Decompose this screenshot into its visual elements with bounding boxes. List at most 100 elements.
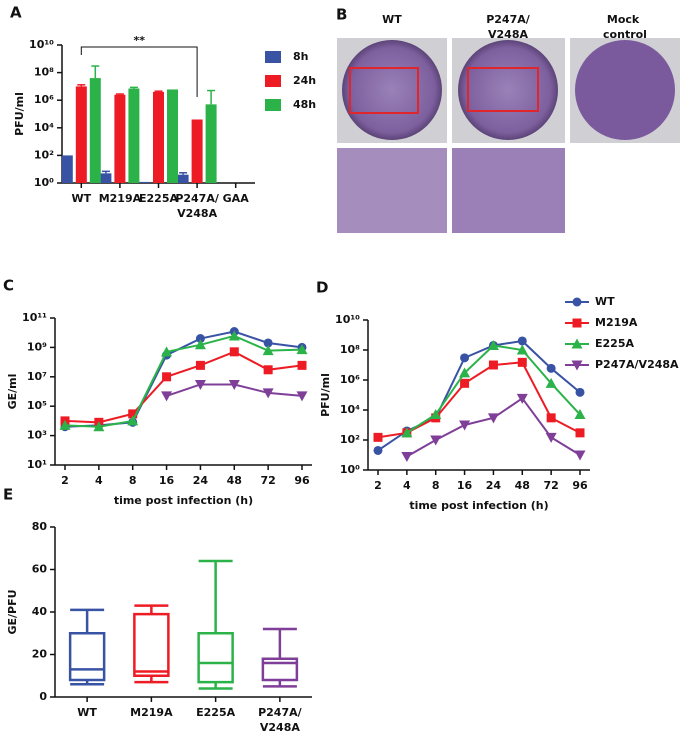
legend-label: P247A/V248A bbox=[595, 358, 679, 371]
plate bbox=[458, 40, 558, 140]
column-title: Mock control bbox=[603, 13, 647, 41]
zoom-box bbox=[467, 67, 539, 112]
point bbox=[296, 391, 308, 402]
annotation: ** bbox=[133, 34, 145, 47]
zoom-box bbox=[349, 67, 419, 114]
y-tick-label: 10⁸ bbox=[340, 343, 360, 356]
x-tick-label: P247A/V248A bbox=[258, 706, 303, 734]
box bbox=[197, 632, 234, 684]
x-tick-label: 48 bbox=[515, 479, 530, 492]
point bbox=[262, 388, 274, 399]
column-title: P247A/V248A bbox=[486, 13, 531, 41]
y-tick-label: 10⁸ bbox=[34, 66, 54, 79]
x-tick-label: 2 bbox=[374, 479, 382, 492]
bar bbox=[114, 94, 126, 183]
point bbox=[128, 409, 138, 419]
y-axis-label: PFU/ml bbox=[13, 92, 26, 136]
y-axis-label: GE/ml bbox=[6, 374, 19, 410]
point bbox=[460, 378, 470, 388]
bar bbox=[75, 86, 87, 183]
point bbox=[574, 450, 586, 461]
point bbox=[487, 413, 499, 424]
error-bar bbox=[91, 65, 100, 79]
x-tick-label: 16 bbox=[159, 474, 175, 487]
x-tick-label: M219A bbox=[130, 706, 173, 719]
y-tick-label: 10⁵ bbox=[27, 399, 47, 412]
point bbox=[430, 409, 442, 420]
point bbox=[161, 391, 173, 402]
x-tick-label: 8 bbox=[432, 479, 440, 492]
point bbox=[263, 338, 273, 348]
panel-label: E bbox=[3, 486, 13, 504]
point bbox=[460, 353, 470, 363]
y-tick-label: 10¹¹ bbox=[22, 311, 47, 324]
y-tick-label: 10⁰ bbox=[34, 176, 54, 189]
point bbox=[516, 393, 528, 404]
point bbox=[194, 339, 206, 350]
series-line bbox=[377, 361, 581, 439]
x-tick-label: P247A/V248A bbox=[175, 192, 220, 220]
point bbox=[263, 365, 273, 375]
legend-label: WT bbox=[595, 295, 615, 308]
y-tick-label: 60 bbox=[32, 563, 48, 576]
x-tick-label: 4 bbox=[95, 474, 103, 487]
x-tick-label: 96 bbox=[572, 479, 588, 492]
y-tick-label: 10⁶ bbox=[340, 373, 360, 386]
error-bar bbox=[179, 172, 188, 175]
x-tick-label: 4 bbox=[403, 479, 411, 492]
x-tick-label: 2 bbox=[61, 474, 69, 487]
point bbox=[194, 379, 206, 390]
panel-label: A bbox=[10, 4, 22, 22]
legend-swatch bbox=[265, 99, 281, 111]
point bbox=[373, 445, 383, 455]
column-title: WT bbox=[382, 13, 402, 26]
legend-label: M219A bbox=[595, 316, 638, 329]
bar bbox=[100, 173, 112, 183]
x-tick-label: WT bbox=[77, 706, 97, 719]
significance-bracket bbox=[80, 46, 198, 97]
panel-label: C bbox=[3, 277, 14, 295]
zoom-photo bbox=[337, 148, 447, 233]
x-tick-label: 72 bbox=[543, 479, 558, 492]
y-tick-label: 10³ bbox=[27, 429, 47, 442]
y-tick-label: 10¹⁰ bbox=[335, 313, 360, 326]
y-tick-label: 10⁰ bbox=[340, 463, 360, 476]
panel-label: B bbox=[336, 6, 347, 24]
point bbox=[575, 387, 585, 397]
point bbox=[517, 336, 527, 346]
point bbox=[488, 360, 498, 370]
point bbox=[262, 345, 274, 356]
point bbox=[545, 377, 557, 388]
panel-label: D bbox=[316, 279, 328, 297]
point bbox=[459, 367, 471, 378]
point bbox=[228, 379, 240, 390]
bar bbox=[191, 119, 203, 183]
point bbox=[572, 297, 582, 307]
x-tick-label: E225A bbox=[139, 192, 178, 205]
x-tick-label: 24 bbox=[486, 479, 502, 492]
y-tick-label: 10⁷ bbox=[27, 370, 47, 383]
bar bbox=[89, 78, 101, 183]
legend-label: E225A bbox=[595, 337, 634, 350]
y-tick-label: 80 bbox=[32, 520, 48, 533]
y-tick-label: 10⁶ bbox=[34, 93, 54, 106]
point bbox=[401, 451, 413, 462]
bar bbox=[153, 91, 164, 183]
series-line bbox=[64, 350, 303, 424]
point bbox=[459, 420, 471, 431]
point bbox=[162, 372, 172, 382]
bar bbox=[205, 104, 217, 183]
x-tick-label: WT bbox=[71, 192, 91, 205]
error-bar bbox=[129, 86, 138, 89]
bar bbox=[139, 181, 150, 183]
point bbox=[487, 339, 499, 350]
point bbox=[228, 330, 240, 341]
x-tick-label: E225A bbox=[196, 706, 235, 719]
bar bbox=[177, 174, 189, 183]
bar bbox=[167, 89, 178, 183]
x-axis-label: time post infection (h) bbox=[114, 494, 253, 507]
point bbox=[93, 421, 105, 432]
point bbox=[575, 428, 585, 438]
series-line bbox=[406, 396, 581, 458]
y-axis-label: PFU/ml bbox=[319, 373, 332, 417]
